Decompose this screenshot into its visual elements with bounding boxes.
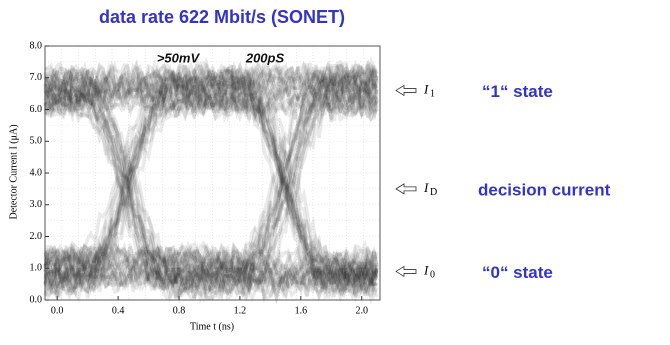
x-axis-label: Time t (ns) — [190, 321, 234, 332]
x-tick-label: 0.8 — [173, 305, 186, 316]
y-tick-label: 2.0 — [30, 231, 43, 242]
level-arrow — [396, 266, 416, 276]
x-tick-label: 0.4 — [112, 305, 125, 316]
chart-title: data rate 622 Mbit/s (SONET) — [99, 7, 345, 27]
y-axis-label: Detector Current I (μA) — [8, 124, 19, 219]
y-tick-label: 5.0 — [30, 136, 43, 147]
y-tick-label: 6.0 — [30, 104, 43, 115]
level-arrow — [396, 184, 416, 194]
y-tick-label: 7.0 — [30, 72, 43, 83]
level-symbol: I — [423, 81, 429, 96]
level-symbol: I — [423, 262, 429, 277]
x-tick-label: 1.6 — [295, 305, 308, 316]
y-tick-label: 4.0 — [30, 167, 43, 178]
level-subscript: D — [430, 187, 437, 198]
y-tick-label: 3.0 — [30, 199, 43, 210]
y-tick-label: 1.0 — [30, 263, 43, 274]
x-tick-label: 2.0 — [355, 305, 368, 316]
chart: data rate 622 Mbit/s (SONET) Time t (ns)… — [0, 0, 670, 340]
y-tick-label: 0.0 — [30, 294, 43, 305]
scope-label: >50mV — [157, 50, 201, 65]
x-tick-label: 0.0 — [51, 305, 64, 316]
eye-pattern — [45, 62, 377, 298]
y-tick-label: 8.0 — [30, 40, 43, 51]
scope-label: 200pS — [245, 50, 285, 65]
x-tick-label: 1.2 — [234, 305, 247, 316]
level-subscript: 0 — [430, 270, 435, 281]
level-arrow — [396, 85, 416, 95]
level-description: “0“ state — [482, 263, 553, 282]
level-symbol: I — [423, 180, 429, 195]
level-description: decision current — [478, 180, 611, 199]
level-subscript: 1 — [430, 89, 435, 100]
level-description: “1“ state — [482, 82, 553, 101]
